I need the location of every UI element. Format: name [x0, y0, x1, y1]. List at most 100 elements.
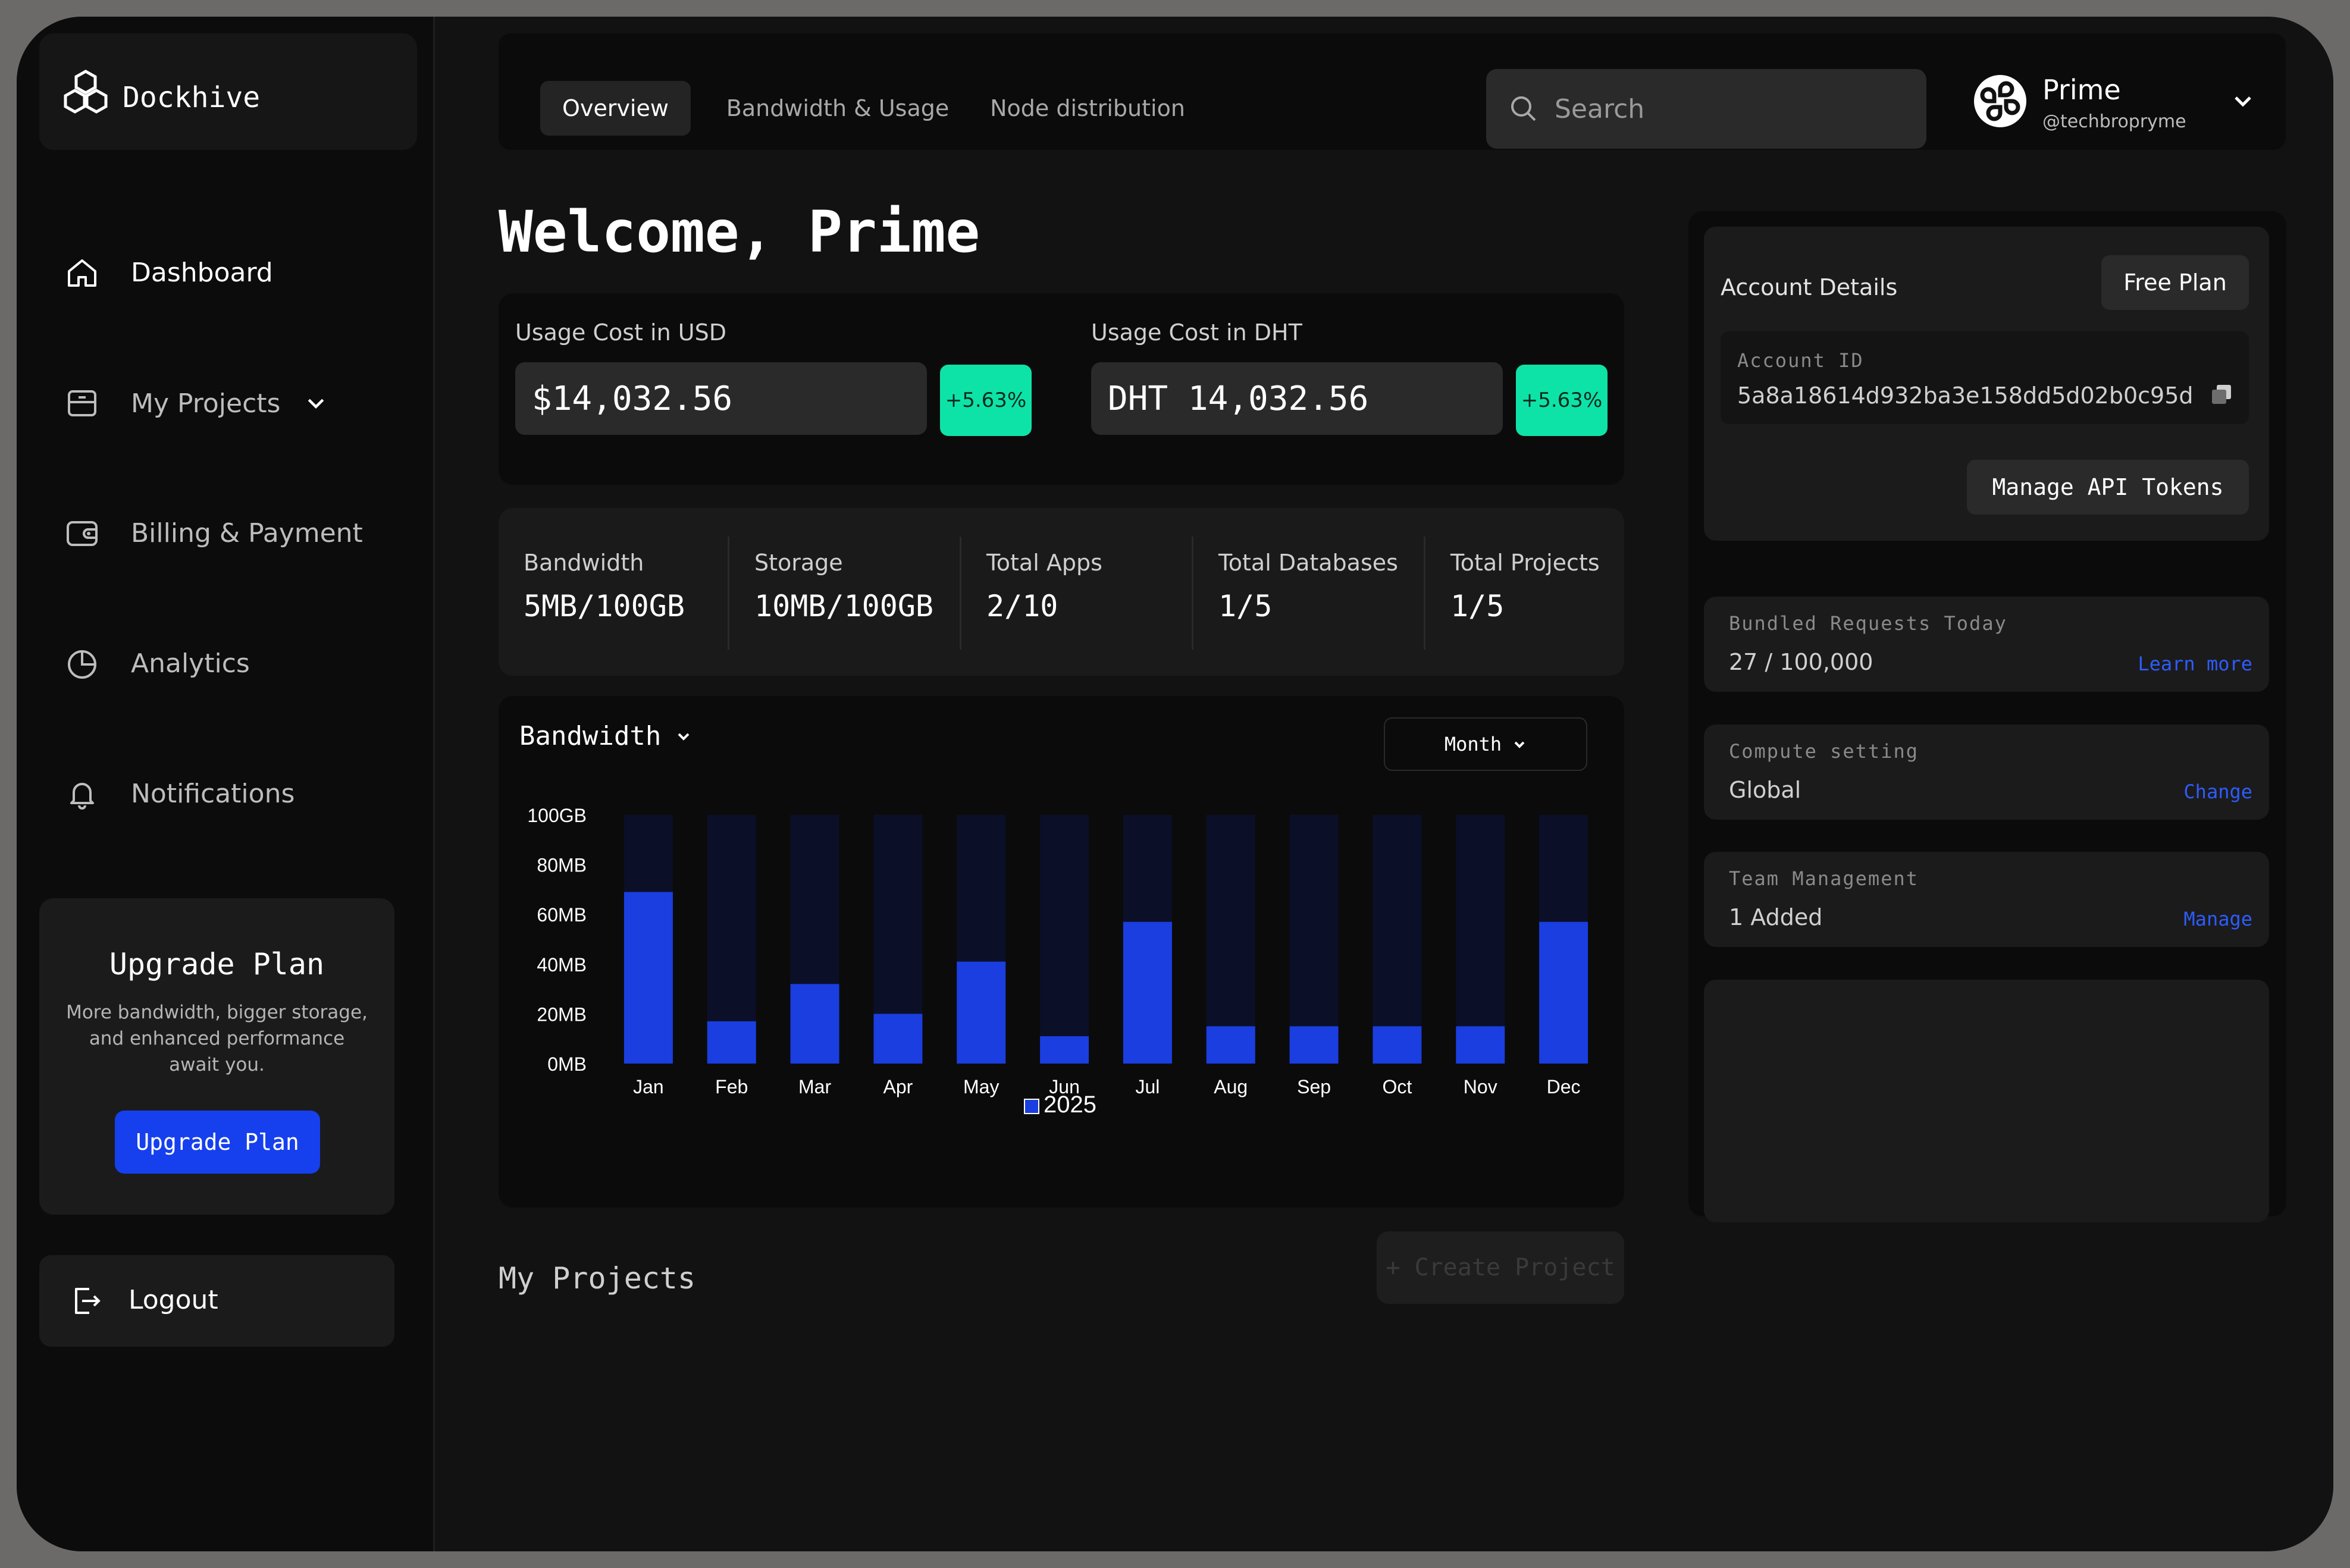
logout-button[interactable]: Logout	[39, 1255, 394, 1347]
manage-link[interactable]: Manage	[2183, 908, 2252, 930]
team-management-label: Team Management	[1729, 867, 1919, 890]
top-bar: Overview Bandwidth & Usage Node distribu…	[499, 33, 2286, 150]
tab-bandwidth-usage[interactable]: Bandwidth & Usage	[726, 95, 950, 121]
wallet-icon	[67, 521, 98, 546]
x-tick-label: Jul	[1135, 1076, 1160, 1097]
stat-label: Storage	[754, 550, 843, 576]
plan-badge[interactable]: Free Plan	[2101, 255, 2249, 310]
stat-total-apps: Total Apps 2/10	[986, 550, 1102, 623]
sidebar-item-label: Analytics	[131, 648, 250, 679]
period-label: Month	[1444, 733, 1502, 755]
bar	[707, 1021, 756, 1064]
stat-value: 10MB/100GB	[754, 589, 934, 623]
x-tick-label: Apr	[883, 1076, 913, 1097]
user-menu[interactable]: Prime @techbropryme	[1974, 67, 2271, 138]
legend-label: 2025	[1044, 1092, 1096, 1118]
sidebar-item-label: My Projects	[131, 388, 281, 419]
x-tick-label: Dec	[1547, 1076, 1581, 1097]
x-tick-label: Oct	[1383, 1076, 1412, 1097]
x-tick-label: Aug	[1214, 1076, 1248, 1097]
stat-label: Total Databases	[1218, 550, 1398, 576]
pie-chart-icon	[68, 650, 96, 679]
divider	[1424, 537, 1425, 650]
stat-label: Bandwidth	[524, 550, 644, 576]
chart-title: Bandwidth	[519, 721, 662, 751]
bar-track	[1373, 815, 1422, 1064]
create-project-button[interactable]: + Create Project	[1377, 1231, 1624, 1304]
stat-label: Total Projects	[1450, 550, 1600, 576]
sidebar-item-analytics[interactable]: Analytics	[64, 645, 250, 681]
account-id-value: 5a8a18614d932ba3e158dd5d02b0c95d	[1737, 382, 2194, 409]
folder-icon	[68, 390, 96, 416]
bar	[957, 961, 1006, 1064]
period-select[interactable]: Month	[1384, 717, 1587, 771]
sidebar-item-my-projects[interactable]: My Projects	[64, 385, 329, 421]
bar-track	[1456, 815, 1505, 1064]
account-id-box: Account ID 5a8a18614d932ba3e158dd5d02b0c…	[1721, 331, 2249, 424]
legend-swatch	[1024, 1099, 1039, 1114]
chevron-down-icon	[2235, 96, 2251, 107]
bar	[1539, 921, 1588, 1064]
bar-track	[1040, 815, 1089, 1064]
upgrade-description: More bandwidth, bigger storage, and enha…	[66, 1002, 368, 1075]
usage-usd-value: $14,032.56	[515, 362, 927, 435]
divider	[960, 537, 961, 650]
x-tick-label: May	[963, 1076, 999, 1097]
empty-panel	[1704, 980, 2269, 1222]
avatar-logo-icon	[1980, 81, 2020, 121]
x-tick-label: Jun	[1049, 1076, 1080, 1097]
bar-track	[1289, 815, 1339, 1064]
compute-setting-card: Compute setting Global Change	[1704, 725, 2269, 820]
usage-dht-change-badge: +5.63%	[1516, 365, 1608, 436]
bandwidth-chart-card: Bandwidth Month 0MB 20MB 40MB 60MB 80MB 100GB…	[499, 696, 1624, 1208]
copy-icon[interactable]	[2208, 381, 2236, 409]
stat-storage: Storage 10MB/100GB	[754, 550, 933, 623]
upgrade-title: Upgrade Plan	[109, 947, 325, 981]
divider	[1192, 537, 1193, 650]
sidebar-item-billing[interactable]: Billing & Payment	[64, 515, 363, 551]
y-tick-label: 20MB	[537, 1003, 587, 1025]
tab-node-distribution[interactable]: Node distribution	[990, 95, 1185, 121]
user-handle: @techbropryme	[2042, 111, 2186, 132]
compute-setting-value: Global	[1729, 777, 1801, 803]
compute-setting-label: Compute setting	[1729, 740, 1919, 763]
search-icon	[1511, 96, 1536, 121]
usage-cost-card: Usage Cost in USD $14,032.56 +5.63% Usag…	[499, 293, 1624, 485]
search-input[interactable]: Search	[1486, 69, 1926, 149]
logo-area[interactable]: Dockhive	[39, 33, 417, 150]
y-tick-label: 40MB	[537, 954, 587, 976]
sidebar-item-label: Billing & Payment	[131, 518, 363, 548]
bundled-requests-value: 27 / 100,000	[1729, 649, 1873, 675]
stat-value: 1/5	[1218, 589, 1273, 623]
app-window: Dockhive Dashboard My Projects Billing &…	[17, 17, 2333, 1551]
bar	[1456, 1026, 1505, 1064]
usage-dht-value: DHT 14,032.56	[1091, 362, 1503, 435]
tab-overview[interactable]: Overview	[540, 81, 691, 136]
stat-value: 2/10	[986, 589, 1058, 623]
x-tick-label: Feb	[715, 1076, 748, 1097]
bar-track	[1206, 815, 1255, 1064]
sidebar-item-label: Dashboard	[131, 257, 273, 288]
upgrade-plan-button[interactable]: Upgrade Plan	[115, 1111, 320, 1174]
sidebar-item-dashboard[interactable]: Dashboard	[64, 255, 273, 290]
learn-more-link[interactable]: Learn more	[2138, 653, 2252, 675]
account-details-card: Account Details Free Plan Account ID 5a8…	[1704, 227, 2269, 541]
logout-icon	[75, 1288, 101, 1314]
manage-api-tokens-button[interactable]: Manage API Tokens	[1967, 460, 2249, 515]
chevron-down-icon	[678, 733, 690, 741]
team-management-value: 1 Added	[1729, 904, 1823, 930]
x-tick-label: Nov	[1464, 1076, 1497, 1097]
usage-dht-label: Usage Cost in DHT	[1091, 319, 1302, 346]
page-title: Welcome, Prime	[499, 199, 980, 265]
bar	[1373, 1026, 1422, 1064]
team-management-card: Team Management 1 Added Manage	[1704, 852, 2269, 947]
bar	[623, 892, 673, 1064]
account-panel: Account Details Free Plan Account ID 5a8…	[1688, 211, 2286, 1222]
avatar	[1974, 75, 2026, 127]
y-tick-label: 80MB	[537, 855, 587, 876]
sidebar-item-notifications[interactable]: Notifications	[64, 776, 294, 811]
account-details-title: Account Details	[1721, 274, 1898, 300]
chart-metric-dropdown[interactable]: Bandwidth	[519, 721, 692, 751]
change-link[interactable]: Change	[2183, 780, 2252, 803]
y-tick-label: 100GB	[527, 805, 587, 826]
